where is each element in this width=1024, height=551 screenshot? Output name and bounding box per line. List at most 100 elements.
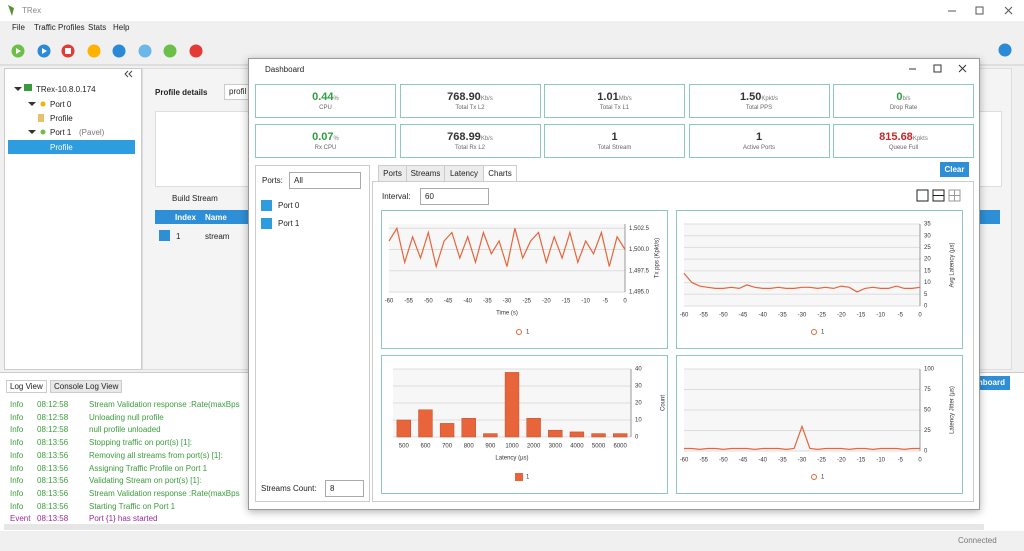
- line-series: [388, 226, 626, 269]
- streams-count-select[interactable]: 8: [325, 480, 364, 497]
- build-stream[interactable]: Build Stream: [172, 194, 218, 203]
- y-tick-label: 5: [924, 292, 928, 298]
- bar: [461, 418, 476, 438]
- tree-item[interactable]: Profile: [50, 143, 73, 152]
- plot-area: [684, 224, 920, 306]
- port-check[interactable]: [261, 218, 272, 229]
- x-tick-label: -5: [603, 299, 609, 305]
- menu-item[interactable]: Stats: [88, 23, 107, 32]
- log-level: Info: [10, 425, 24, 435]
- interval-select[interactable]: 60: [420, 188, 489, 205]
- tree-item[interactable]: Profile: [50, 114, 73, 123]
- y-tick-label: 35: [924, 222, 931, 228]
- stat-value: 1.01Mb/s: [545, 91, 684, 103]
- dashboard-title: Dashboard: [265, 65, 305, 74]
- x-tick-label: -30: [503, 299, 512, 305]
- menu-item[interactable]: File: [12, 23, 25, 32]
- x-tick-label: 4000: [570, 444, 584, 450]
- x-tick-label: -50: [719, 313, 728, 319]
- x-tick-label: -25: [817, 458, 826, 464]
- ports-label: Ports:: [262, 176, 283, 185]
- y-tick-label: 25: [924, 245, 931, 251]
- ports-select[interactable]: All: [289, 172, 361, 189]
- y-tick-label: 10: [635, 418, 642, 424]
- y-tick-label: 100: [924, 367, 935, 373]
- bar: [613, 433, 628, 438]
- stat-number: 0.44: [312, 91, 334, 103]
- x-tick-label: 600: [420, 444, 431, 450]
- chart: 0 10 20 30 40 Count 500 600 700 800 900 1000 2000 300…: [381, 355, 668, 494]
- tree-item[interactable]: (Pavel): [79, 128, 105, 137]
- x-tick-label: 800: [464, 444, 475, 450]
- tree-item[interactable]: Port 1: [50, 128, 72, 137]
- tab[interactable]: Charts: [483, 165, 517, 182]
- x-tick-label: -30: [798, 313, 807, 319]
- x-tick-label: -20: [837, 313, 846, 319]
- log-message: Unloading null profile: [89, 412, 164, 422]
- tree-item[interactable]: TRex-10.8.0.174: [36, 85, 96, 94]
- line-series: [684, 424, 920, 451]
- stat-unit: Kb/s: [480, 136, 493, 142]
- tree-item[interactable]: Port 0: [50, 100, 72, 109]
- stat-label: Active Ports: [742, 145, 775, 151]
- log-time: 08:12:58: [37, 400, 69, 409]
- x-tick-label: 0: [623, 299, 627, 305]
- clear-button[interactable]: Clear: [940, 162, 969, 177]
- app-title: TRex: [22, 6, 42, 15]
- bar: [483, 433, 498, 438]
- stat-unit: Kpkt/s: [761, 96, 779, 102]
- x-axis-title: Time (s): [496, 311, 518, 317]
- legend-marker: [515, 473, 523, 481]
- profile-label: Profile details: [155, 88, 208, 97]
- stat-number: 1.50: [739, 91, 762, 103]
- log-level: Info: [10, 476, 24, 486]
- legend-label: 1: [526, 475, 530, 481]
- y-tick-label: 30: [924, 233, 931, 239]
- tab[interactable]: Latency: [444, 165, 484, 182]
- log-message: Stream Validation response :Rate(maxBps: [89, 400, 240, 409]
- window-controls[interactable]: [905, 62, 975, 76]
- x-tick-label: -20: [837, 458, 846, 464]
- y-tick-label: 10: [924, 280, 931, 286]
- bar: [591, 433, 606, 438]
- ports-sidebar: [255, 165, 370, 502]
- x-tick-label: -15: [857, 458, 866, 464]
- menu-item[interactable]: Help: [113, 23, 130, 32]
- stat-number: 1: [755, 131, 763, 143]
- port-name: Port 1: [278, 219, 300, 228]
- stat-label: Total PPS: [745, 105, 773, 111]
- x-tick-label: -50: [424, 299, 433, 305]
- stat-unit: b/s: [902, 96, 911, 102]
- x-tick-label: 0: [918, 458, 922, 464]
- tree-selection: [8, 140, 135, 154]
- y-tick-label: 0: [924, 304, 928, 310]
- x-tick-label: -5: [898, 313, 904, 319]
- layout-buttons[interactable]: [915, 189, 965, 203]
- y-tick-label: 1,495.0: [629, 290, 650, 296]
- stat-label: Total Rx L2: [454, 145, 485, 151]
- x-tick-label: 3000: [549, 444, 563, 450]
- stat-card: 1 Active Ports: [688, 124, 830, 158]
- table-header-cell: Index: [175, 213, 196, 222]
- stat-label: Total Stream: [597, 145, 632, 151]
- bar: [526, 418, 541, 438]
- scrollbar[interactable]: [4, 524, 984, 530]
- tab[interactable]: Streams: [406, 165, 445, 182]
- stat-value: 1: [545, 131, 684, 143]
- log-tab[interactable]: Log View: [6, 380, 47, 393]
- menu-item[interactable]: Traffic Profiles: [34, 23, 85, 32]
- legend-marker: [516, 329, 522, 335]
- legend-label: 1: [526, 330, 530, 336]
- tab[interactable]: Ports: [378, 165, 407, 182]
- y-tick-label: 40: [635, 367, 642, 373]
- stat-value: 0b/s: [834, 91, 973, 103]
- log-level: Info: [10, 463, 24, 473]
- stat-value: 1: [690, 131, 829, 143]
- port-check[interactable]: [261, 200, 272, 211]
- row-check[interactable]: [159, 230, 170, 241]
- bar: [504, 372, 520, 438]
- y-axis-title: Avg Latency (µs): [950, 242, 956, 287]
- log-tab[interactable]: Console Log View: [50, 380, 123, 393]
- stat-unit: Mb/s: [618, 96, 632, 102]
